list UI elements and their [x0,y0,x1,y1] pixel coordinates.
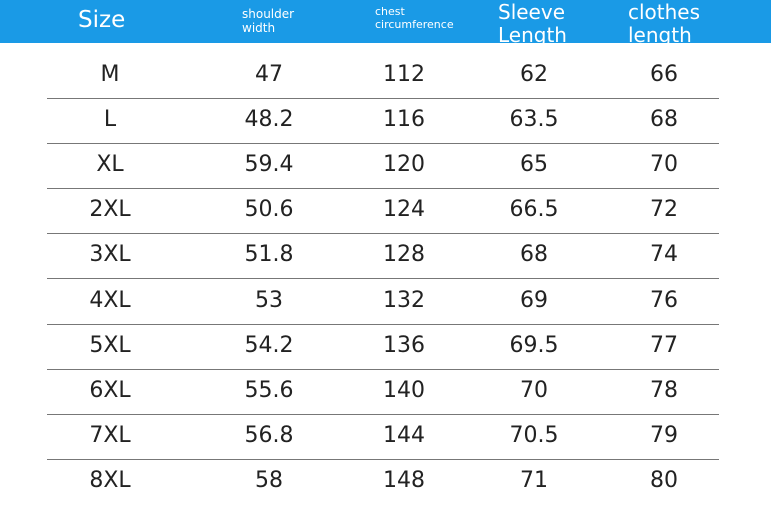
value-cell: 63.5 [509,107,559,133]
row-divider [47,324,719,325]
value-cell: 70 [520,377,548,403]
value-cell: 79 [650,422,678,448]
value-cell: 77 [650,332,678,358]
value-cell: 74 [650,242,678,268]
value-cell: 80 [650,467,678,493]
value-cell: 62 [520,62,548,87]
row-divider [47,98,719,99]
value-cell: 58 [255,467,283,493]
row-divider [47,459,719,460]
value-cell: 65 [520,152,548,178]
value-cell: 124 [383,197,425,223]
value-cell: 68 [650,107,678,133]
size-cell: 3XL [89,242,131,268]
size-cell: 4XL [89,287,131,313]
value-cell: 55.6 [244,377,294,403]
size-cell: 7XL [89,422,131,448]
header-cell: Size [78,7,126,33]
header-cell: shoulder width [242,7,295,35]
value-cell: 53 [255,287,283,313]
row-divider [47,278,719,279]
value-cell: 120 [383,152,425,178]
value-cell: 54.2 [244,332,294,358]
value-cell: 47 [255,62,283,87]
value-cell: 51.8 [244,242,294,268]
value-cell: 48.2 [244,107,294,133]
value-cell: 128 [383,242,425,268]
value-cell: 66 [650,62,678,87]
header-cell: clothes length [628,0,701,44]
value-cell: 70.5 [509,422,559,448]
row-divider [47,233,719,234]
value-cell: 56.8 [244,422,294,448]
size-cell: 8XL [89,467,131,493]
size-cell: 5XL [89,332,131,358]
row-divider [47,369,719,370]
row-divider [47,143,719,144]
header-cell: Sleeve Length [498,0,567,44]
value-cell: 70 [650,152,678,178]
value-cell: 59.4 [244,152,294,178]
value-cell: 72 [650,197,678,223]
size-cell: M [100,62,120,87]
value-cell: 132 [383,287,425,313]
row-divider [47,414,719,415]
header-band: Size shoulder width chest circumference … [0,0,771,43]
value-cell: 68 [520,242,548,268]
value-cell: 136 [383,332,425,358]
value-cell: 112 [383,62,425,87]
size-cell: 6XL [89,377,131,403]
value-cell: 144 [383,422,425,448]
value-cell: 116 [383,107,425,133]
value-cell: 71 [520,467,548,493]
header-cell: chest circumference [375,5,454,31]
value-cell: 66.5 [509,197,559,223]
size-cell: 2XL [89,197,131,223]
value-cell: 140 [383,377,425,403]
value-cell: 148 [383,467,425,493]
value-cell: 69 [520,287,548,313]
row-divider [47,188,719,189]
value-cell: 78 [650,377,678,403]
size-cell: XL [96,152,124,178]
value-cell: 50.6 [244,197,294,223]
size-cell: L [103,107,117,133]
value-cell: 76 [650,287,678,313]
value-cell: 69.5 [509,332,559,358]
